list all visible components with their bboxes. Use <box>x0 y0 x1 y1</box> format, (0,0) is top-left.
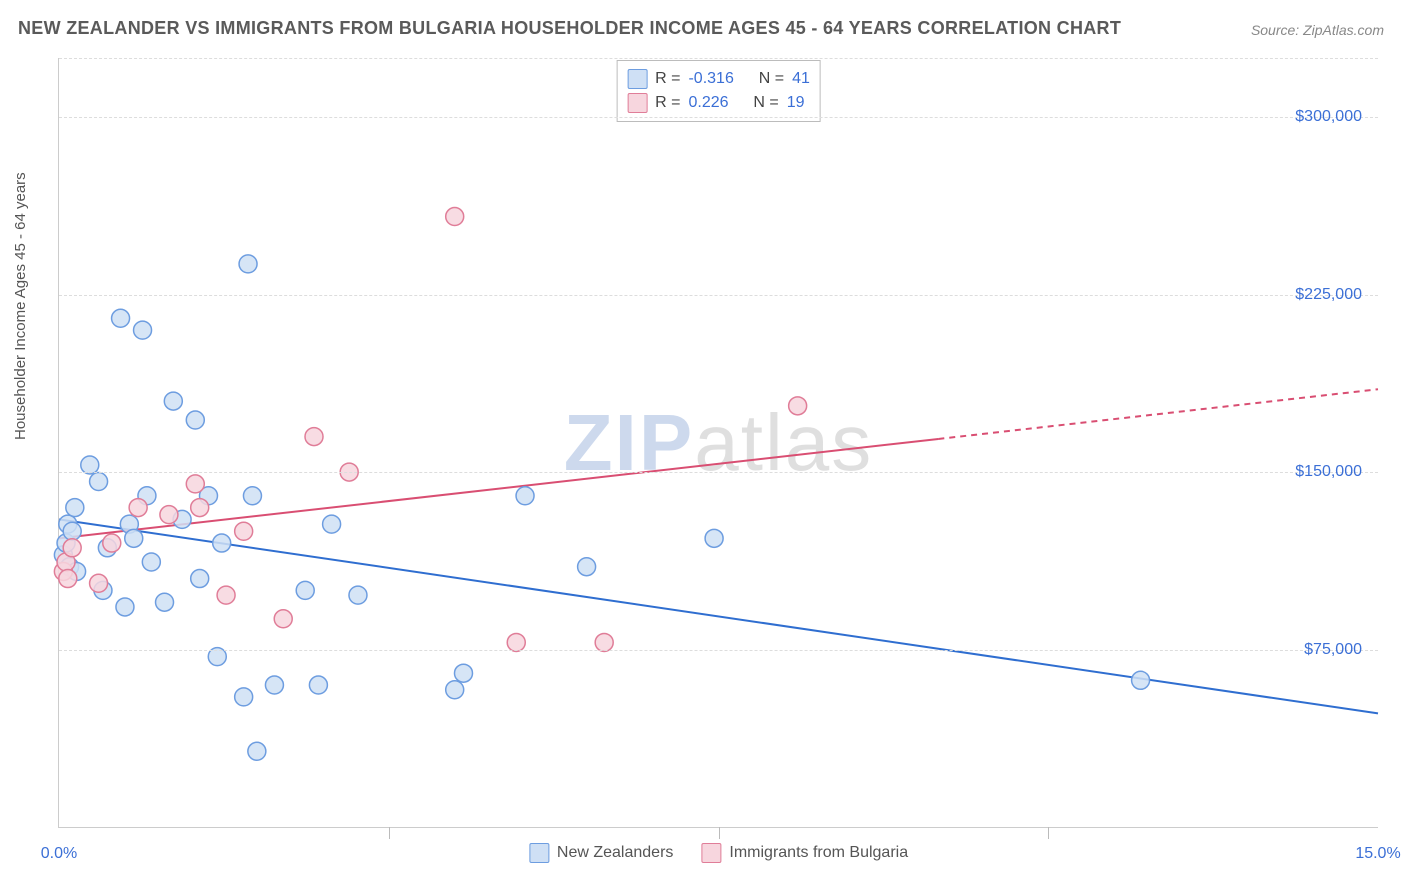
data-point <box>63 539 81 557</box>
gridline-h <box>59 472 1378 473</box>
chart-title: NEW ZEALANDER VS IMMIGRANTS FROM BULGARI… <box>18 18 1121 39</box>
data-point <box>213 534 231 552</box>
data-point <box>129 499 147 517</box>
y-axis-label: Householder Income Ages 45 - 64 years <box>12 172 29 440</box>
data-point <box>305 428 323 446</box>
bottom-legend: New Zealanders Immigrants from Bulgaria <box>529 843 908 863</box>
data-point <box>446 681 464 699</box>
plot-area: ZIPatlas R = -0.316 N = 41 R = 0.226 N =… <box>58 58 1378 828</box>
plot-svg <box>59 58 1378 827</box>
data-point <box>186 411 204 429</box>
trend-line <box>59 519 1378 713</box>
data-point <box>454 664 472 682</box>
data-point <box>323 515 341 533</box>
data-point <box>235 688 253 706</box>
data-point <box>578 558 596 576</box>
y-tick-label: $75,000 <box>1304 641 1362 659</box>
legend-item-0: New Zealanders <box>529 843 674 863</box>
data-point <box>274 610 292 628</box>
data-point <box>1132 671 1150 689</box>
data-point <box>66 499 84 517</box>
data-point <box>309 676 327 694</box>
x-tick <box>389 827 390 839</box>
data-point <box>349 586 367 604</box>
x-tick-label: 0.0% <box>41 845 77 863</box>
x-tick-label: 15.0% <box>1355 845 1400 863</box>
data-point <box>265 676 283 694</box>
data-point <box>296 581 314 599</box>
source-attribution: Source: ZipAtlas.com <box>1251 22 1384 38</box>
legend-swatch-1 <box>701 843 721 863</box>
data-point <box>103 534 121 552</box>
data-point <box>142 553 160 571</box>
legend-swatch-0 <box>529 843 549 863</box>
data-point <box>156 593 174 611</box>
data-point <box>116 598 134 616</box>
data-point <box>705 529 723 547</box>
data-point <box>90 473 108 491</box>
data-point <box>112 309 130 327</box>
data-point <box>217 586 235 604</box>
data-point <box>63 522 81 540</box>
data-point <box>248 742 266 760</box>
data-point <box>160 506 178 524</box>
data-point <box>243 487 261 505</box>
data-point <box>90 574 108 592</box>
legend-item-1: Immigrants from Bulgaria <box>701 843 908 863</box>
x-tick <box>719 827 720 839</box>
y-tick-label: $300,000 <box>1295 108 1362 126</box>
data-point <box>164 392 182 410</box>
gridline-h <box>59 295 1378 296</box>
data-point <box>134 321 152 339</box>
y-tick-label: $225,000 <box>1295 286 1362 304</box>
data-point <box>446 208 464 226</box>
data-point <box>191 499 209 517</box>
data-point <box>59 570 77 588</box>
data-point <box>125 529 143 547</box>
gridline-h <box>59 117 1378 118</box>
data-point <box>191 570 209 588</box>
x-tick <box>1048 827 1049 839</box>
legend-label-1: Immigrants from Bulgaria <box>729 844 908 862</box>
legend-label-0: New Zealanders <box>557 844 674 862</box>
y-tick-label: $150,000 <box>1295 463 1362 481</box>
data-point <box>789 397 807 415</box>
data-point <box>186 475 204 493</box>
data-point <box>239 255 257 273</box>
data-point <box>235 522 253 540</box>
gridline-h <box>59 58 1378 59</box>
data-point <box>516 487 534 505</box>
trend-line-dashed <box>938 389 1378 439</box>
gridline-h <box>59 650 1378 651</box>
